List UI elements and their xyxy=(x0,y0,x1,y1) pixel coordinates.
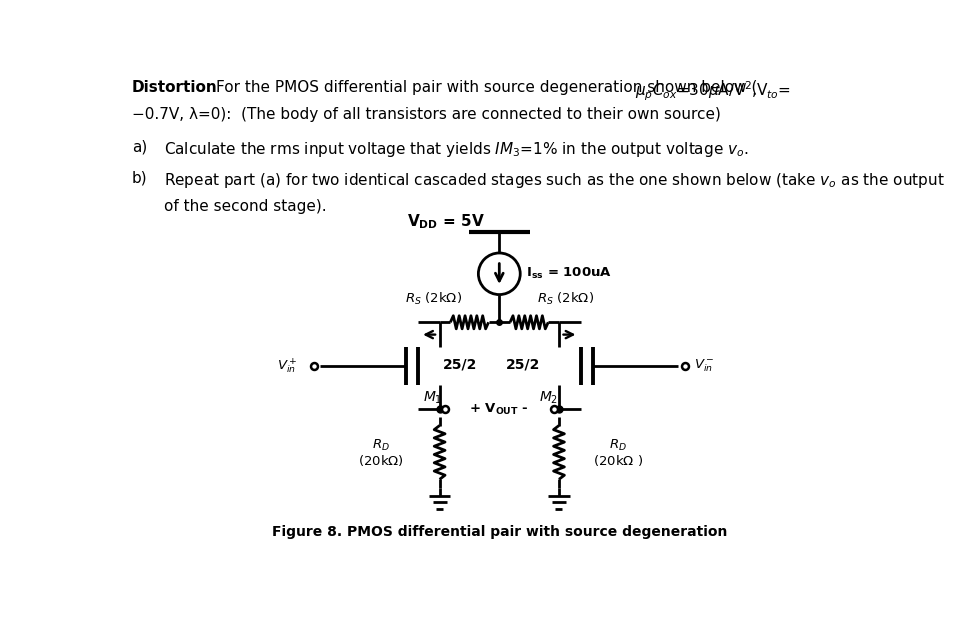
Text: a): a) xyxy=(132,140,147,155)
Text: 25/2: 25/2 xyxy=(506,357,540,372)
Text: $R_S$ (2k$\Omega$): $R_S$ (2k$\Omega$) xyxy=(405,291,462,307)
Text: : For the PMOS differential pair with source degeneration shown below (: : For the PMOS differential pair with so… xyxy=(207,80,758,95)
Text: Repeat part (a) for two identical cascaded stages such as the one shown below (t: Repeat part (a) for two identical cascad… xyxy=(165,171,945,190)
Text: + $\mathbf{V_{OUT}}$ -: + $\mathbf{V_{OUT}}$ - xyxy=(470,402,529,417)
Text: $R_D$: $R_D$ xyxy=(371,438,390,453)
Text: $M_2$: $M_2$ xyxy=(539,389,558,406)
Text: Figure 8. PMOS differential pair with source degeneration: Figure 8. PMOS differential pair with so… xyxy=(272,525,727,539)
Text: $R_D$: $R_D$ xyxy=(609,438,627,453)
Text: $\mu_pC_{ox}$=30$\mu$A/V$^2$,V$_{to}$=: $\mu_pC_{ox}$=30$\mu$A/V$^2$,V$_{to}$= xyxy=(635,80,791,103)
Text: $\mathbf{I_{ss}}$ = 100uA: $\mathbf{I_{ss}}$ = 100uA xyxy=(526,266,612,281)
Text: $V_{in}^-$: $V_{in}^-$ xyxy=(694,358,715,374)
Text: of the second stage).: of the second stage). xyxy=(165,199,328,214)
Text: $V_{in}^+$: $V_{in}^+$ xyxy=(277,357,297,376)
Text: Distortion: Distortion xyxy=(132,80,217,95)
Text: (20k$\Omega$ ): (20k$\Omega$ ) xyxy=(593,453,643,468)
Text: (20k$\Omega$): (20k$\Omega$) xyxy=(358,453,404,468)
Text: $\mathbf{V_{DD}}$ = 5V: $\mathbf{V_{DD}}$ = 5V xyxy=(408,212,485,230)
Text: 25/2: 25/2 xyxy=(443,357,477,372)
Text: $M_1$: $M_1$ xyxy=(422,389,442,406)
Text: Calculate the rms input voltage that yields $\mathit{IM_3}$=1% in the output vol: Calculate the rms input voltage that yie… xyxy=(165,140,749,159)
Text: b): b) xyxy=(132,171,147,185)
Text: $R_S$ (2k$\Omega$): $R_S$ (2k$\Omega$) xyxy=(536,291,594,307)
Text: −0.7V, λ=0):  (The body of all transistors are connected to their own source): −0.7V, λ=0): (The body of all transistor… xyxy=(132,106,721,121)
